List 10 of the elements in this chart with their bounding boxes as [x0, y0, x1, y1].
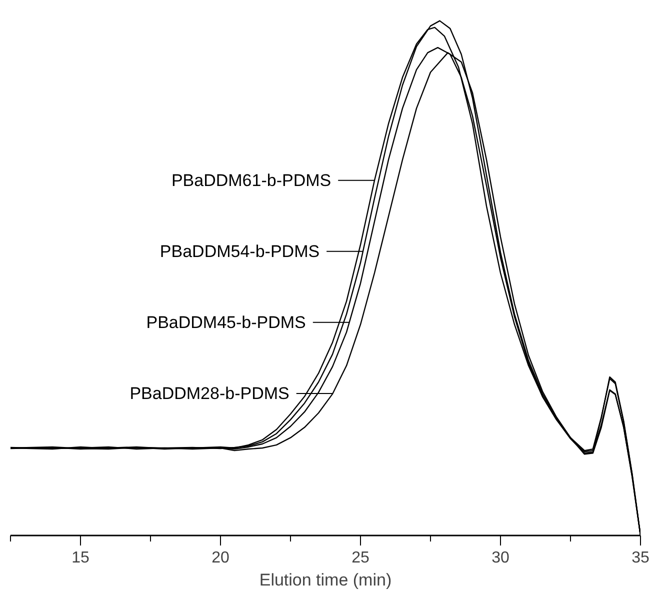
x-tick-label: 20: [212, 550, 230, 566]
x-tick-label: 15: [72, 550, 90, 566]
legend-label: PBaDDM45-b-PDMS: [146, 312, 306, 332]
x-tick-label: 30: [492, 550, 510, 566]
legend-label: PBaDDM61-b-PDMS: [171, 170, 332, 190]
x-tick-label: 35: [632, 550, 650, 566]
legend-label: PBaDDM54-b-PDMS: [160, 242, 320, 261]
x-axis-title: Elution time (min): [259, 570, 392, 590]
x-tick-label: 25: [352, 550, 370, 566]
legend-label: PBaDDM28-b-PDMS: [130, 384, 290, 403]
